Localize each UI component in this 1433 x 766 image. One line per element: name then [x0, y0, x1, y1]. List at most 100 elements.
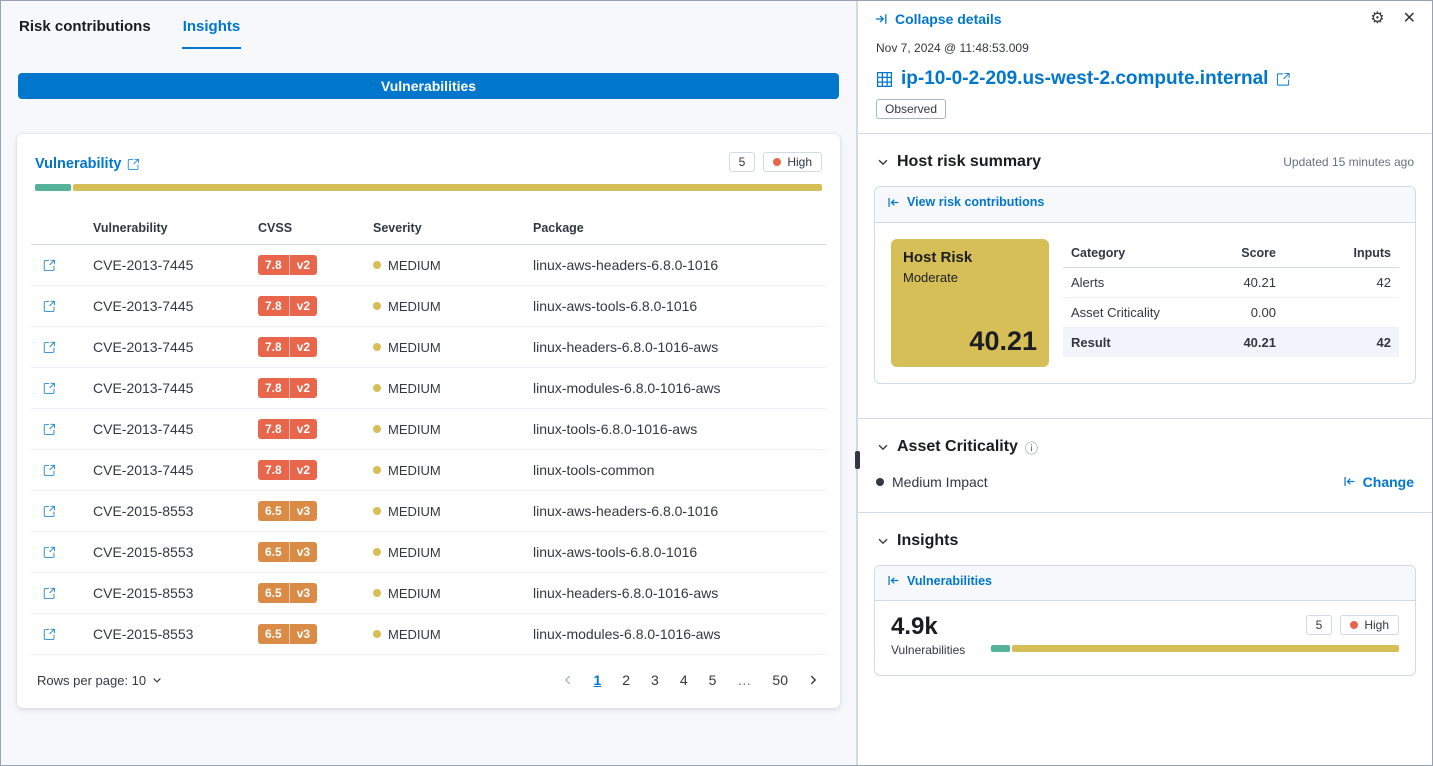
collapse-details-label: Collapse details [895, 11, 1002, 27]
chevron-down-icon[interactable] [876, 534, 890, 548]
open-vulnerability-icon[interactable] [43, 423, 93, 436]
severity-label: MEDIUM [388, 257, 441, 273]
open-vulnerability-icon[interactable] [43, 382, 93, 395]
cvss-badge: 7.8 v2 [258, 419, 318, 439]
gear-icon[interactable]: ⚙ [1370, 10, 1385, 27]
page-button[interactable]: 3 [651, 672, 659, 688]
cvss-badge: 7.8 v2 [258, 378, 318, 398]
cvss-badge: 7.8 v2 [258, 337, 318, 357]
arrow-start-icon [1343, 475, 1356, 488]
table-row: CVE-2013-7445 7.8 v2 MEDIUM linux-tools-6… [31, 409, 826, 450]
host-risk-card-title: Host Risk [903, 248, 973, 266]
page-button[interactable]: 1 [593, 672, 602, 688]
col-package: Package [533, 220, 584, 235]
vulnerabilities-stat: 4.9k Vulnerabilities [891, 613, 965, 657]
observed-badge: Observed [876, 99, 947, 119]
host-risk-level: Moderate [903, 269, 958, 285]
open-vulnerability-icon[interactable] [43, 464, 93, 477]
open-vulnerability-icon[interactable] [43, 587, 93, 600]
open-vulnerability-icon[interactable] [43, 341, 93, 354]
package-name: linux-modules-6.8.0-1016-aws [533, 626, 721, 642]
open-vulnerability-icon[interactable] [43, 505, 93, 518]
host-risk-panel: View risk contributions Host Risk Modera… [874, 186, 1416, 384]
severity-distribution-bar [35, 184, 822, 191]
high-count-badge[interactable]: 5 [728, 152, 756, 172]
vulnerabilities-banner-button[interactable]: Vulnerabilities [18, 73, 839, 99]
vulnerability-id: CVE-2013-7445 [93, 339, 194, 355]
close-icon[interactable]: ✕ [1402, 10, 1416, 27]
vulnerabilities-count-label: Vulnerabilities [891, 643, 966, 657]
tab-bar: Risk contributions Insights [1, 1, 856, 49]
insights-vulnerabilities-panel: Vulnerabilities 4.9k Vulnerabilities 5 H… [874, 564, 1416, 676]
info-icon[interactable]: ⓘ [1024, 440, 1038, 456]
criticality-dot [876, 477, 884, 486]
vulnerability-id: CVE-2013-7445 [93, 257, 194, 273]
table-row: CVE-2015-8553 6.5 v3 MEDIUM linux-aws-hea… [31, 491, 826, 532]
vulnerability-card: Vulnerability 5 High Vulnerability [17, 134, 840, 708]
chevron-down-icon[interactable] [876, 440, 890, 454]
table-row: CVE-2013-7445 7.8 v2 MEDIUM linux-headers… [31, 327, 826, 368]
host-name-link[interactable]: ip-10-0-2-209.us-west-2.compute.internal [901, 68, 1269, 89]
open-vulnerability-icon[interactable] [43, 300, 93, 313]
open-vulnerability-icon[interactable] [43, 628, 93, 641]
high-severity-badge[interactable]: High [1340, 615, 1399, 635]
page-button[interactable]: 2 [622, 672, 631, 688]
package-name: linux-aws-headers-6.8.0-1016 [533, 257, 719, 273]
external-link-icon[interactable] [1276, 72, 1291, 87]
rows-per-page-label: Rows per page: 10 [37, 672, 147, 688]
high-severity-badge[interactable]: High [763, 152, 822, 172]
high-count-badge[interactable]: 5 [1305, 615, 1333, 635]
severity-label: MEDIUM [388, 380, 441, 396]
next-page-button[interactable] [806, 673, 820, 687]
risk-table-header: Category Score Inputs [1063, 239, 1399, 268]
high-severity-dot [773, 158, 782, 166]
vulnerability-id: CVE-2013-7445 [93, 462, 194, 478]
vulnerability-id: CVE-2013-7445 [93, 380, 194, 396]
vulnerabilities-count: 4.9k [891, 613, 938, 640]
arrow-start-icon [887, 574, 900, 587]
collapse-details-button[interactable]: Collapse details [874, 11, 1002, 27]
tab-insights[interactable]: Insights [181, 1, 242, 49]
package-name: linux-tools-common [533, 462, 655, 478]
chevron-down-icon[interactable] [876, 155, 890, 169]
panel-resizer[interactable] [854, 1, 860, 765]
vulnerability-card-title: Vulnerability [35, 156, 122, 172]
view-risk-contributions-link[interactable]: View risk contributions [887, 195, 1044, 209]
resizer-grip[interactable] [854, 451, 860, 469]
vulnerability-card-title-link[interactable]: Vulnerability [35, 156, 140, 172]
page-button[interactable]: 50 [772, 672, 788, 688]
severity-label: MEDIUM [388, 503, 441, 519]
event-timestamp: Nov 7, 2024 @ 11:48:53.009 [876, 41, 1029, 55]
rows-per-page-button[interactable]: Rows per page: 10 [37, 673, 163, 688]
cvss-badge: 6.5 v3 [258, 501, 318, 521]
vulnerability-id: CVE-2015-8553 [93, 585, 194, 601]
criticality-value: Medium Impact [892, 473, 988, 490]
insights-vulnerabilities-link[interactable]: Vulnerabilities [887, 574, 992, 588]
open-vulnerability-icon[interactable] [43, 546, 93, 559]
high-severity-label: High [1364, 618, 1389, 632]
host-risk-score-card: Host Risk Moderate 40.21 [891, 238, 1049, 367]
table-row: CVE-2015-8553 6.5 v3 MEDIUM linux-headers… [31, 573, 826, 614]
collapse-details-icon [874, 12, 888, 26]
open-vulnerability-icon[interactable] [43, 259, 93, 272]
host-risk-score: 40.21 [969, 325, 1037, 356]
vulnerability-id: CVE-2013-7445 [93, 298, 194, 314]
prev-page-button[interactable] [561, 673, 575, 687]
tab-risk-contributions[interactable]: Risk contributions [19, 18, 151, 35]
severity-dot [373, 261, 381, 269]
severity-dot [373, 548, 381, 556]
risk-table-result-row: Result 40.21 42 [1063, 327, 1399, 357]
change-criticality-button[interactable]: Change [1343, 474, 1414, 490]
risk-category-table: Category Score Inputs Alerts 40.21 42 As… [1063, 239, 1399, 357]
vulnerability-id: CVE-2015-8553 [93, 626, 194, 642]
risk-table-row: Asset Criticality 0.00 [1063, 298, 1399, 328]
page-button[interactable]: 5 [708, 672, 717, 688]
severity-dot [373, 589, 381, 597]
page-ellipsis: … [737, 672, 752, 688]
severity-bar-low-segment [991, 645, 1011, 652]
col-vulnerability: Vulnerability [93, 220, 168, 235]
severity-label: MEDIUM [388, 585, 441, 601]
page-button[interactable]: 4 [679, 672, 688, 688]
package-name: linux-aws-tools-6.8.0-1016 [533, 298, 698, 314]
severity-dot [373, 302, 381, 310]
